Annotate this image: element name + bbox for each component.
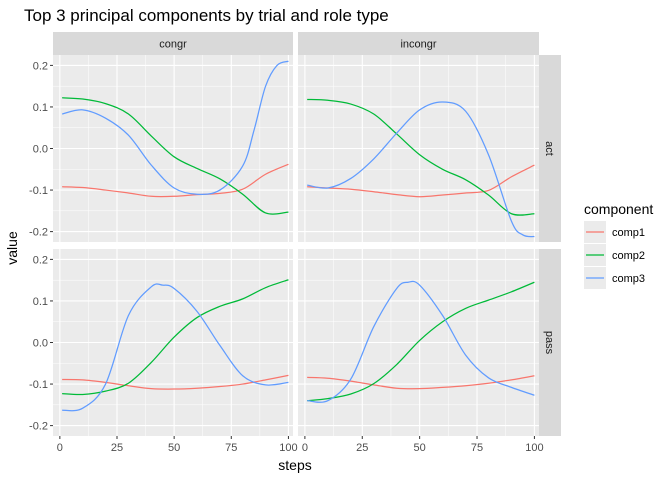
x-tick-label: 50	[414, 442, 426, 454]
series-line-comp3-incongr-act	[307, 101, 535, 238]
y-tick-label: -0.1	[29, 379, 48, 391]
legend-label-comp3: comp3	[612, 273, 645, 285]
legend-label-comp2: comp2	[612, 250, 645, 262]
x-tick-label: 25	[356, 442, 368, 454]
series-line-comp3-congr-pass	[62, 283, 289, 412]
y-tick-label: -0.2	[29, 227, 48, 239]
legend-title: component	[584, 201, 653, 217]
facet-strip-label-col: incongr	[400, 39, 436, 51]
facet-strip-label-row: act	[543, 141, 555, 156]
series-line-comp1-congr-act	[62, 163, 289, 198]
y-tick-label: -0.1	[29, 185, 48, 197]
series-line-comp2-congr-pass	[62, 279, 289, 396]
x-tick-label: 100	[525, 442, 543, 454]
series-line-comp2-incongr-pass	[307, 281, 535, 402]
facet-panel	[298, 249, 539, 436]
facet-panels	[53, 55, 539, 436]
x-axis-title: steps	[278, 457, 311, 473]
facet-strip-label-row: pass	[543, 331, 555, 355]
series-line-comp1-incongr-act	[307, 164, 535, 198]
facet-strip-label-col: congr	[159, 39, 187, 51]
y-tick-label: 0.2	[33, 60, 48, 72]
facet-strip-col	[298, 32, 539, 55]
y-axis-title: value	[4, 231, 20, 265]
x-tick-label: 100	[279, 442, 297, 454]
x-tick-label: 25	[111, 442, 123, 454]
x-tick-label: 0	[57, 442, 63, 454]
y-tick-label: 0.1	[33, 102, 48, 114]
x-tick-label: 0	[302, 442, 308, 454]
series-line-comp1-incongr-pass	[307, 375, 535, 390]
legend-label-comp1: comp1	[612, 227, 645, 239]
series-line-comp2-incongr-act	[307, 98, 535, 216]
y-tick-label: 0.0	[33, 338, 48, 350]
y-tick-label: 0.1	[33, 296, 48, 308]
legend: component comp1 comp2 comp3	[584, 201, 653, 289]
series-line-comp3-congr-act	[61, 60, 289, 195]
chart-title: Top 3 principal components by trial and …	[24, 6, 389, 25]
x-tick-label: 50	[168, 442, 180, 454]
facet-strip-row	[539, 249, 561, 436]
facet-panel	[53, 55, 293, 242]
y-tick-label: -0.2	[29, 421, 48, 433]
series-line-comp3-incongr-pass	[307, 280, 535, 403]
facet-strip-row	[539, 55, 561, 242]
series-line-comp1-congr-pass	[62, 374, 289, 390]
x-tick-label: 75	[471, 442, 483, 454]
facet-panel	[298, 55, 539, 242]
facet-panel	[53, 249, 293, 436]
axes: congr incongr act pass -0.2 -0.1 0.0 0.1 0.2 -0.2…	[29, 32, 561, 454]
x-tick-label: 75	[225, 442, 237, 454]
y-tick-label: 0.0	[33, 144, 48, 156]
facet-strip-col	[53, 32, 293, 55]
series-line-comp2-congr-act	[62, 97, 289, 215]
y-tick-label: 0.2	[33, 254, 48, 266]
